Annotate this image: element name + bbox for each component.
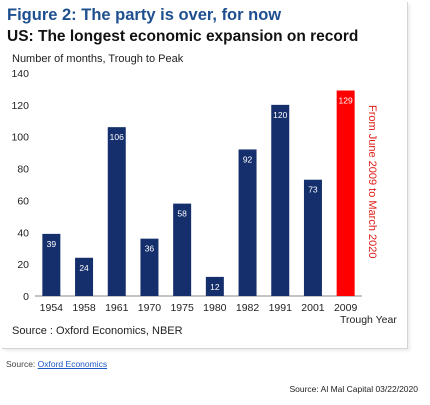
x-tick-label: 1970 <box>138 302 162 314</box>
bar-1980 <box>205 276 224 296</box>
bar-1954 <box>42 233 61 296</box>
x-axis-title: Trough Year <box>340 314 397 326</box>
y-tick-label: 140 <box>11 68 29 80</box>
bar-1958 <box>75 257 94 296</box>
bar-value-label: 120 <box>273 110 287 120</box>
y-axis-label: Number of months, Trough to Peak <box>12 53 184 65</box>
bar-1970 <box>140 238 159 296</box>
x-tick-label: 1980 <box>203 302 227 314</box>
bar-1991 <box>271 104 290 296</box>
footer-credit: Source: Al Mal Capital 03/22/2020 <box>289 384 418 394</box>
x-tick-label: 2001 <box>301 302 325 314</box>
y-tick-label: 60 <box>17 195 29 207</box>
y-tick-label: 120 <box>11 100 29 112</box>
footer-source: Source: Oxford Economics <box>6 359 107 369</box>
bar-value-label: 39 <box>47 239 57 249</box>
bar-value-label: 12 <box>210 282 220 292</box>
bar-value-label: 73 <box>308 185 318 195</box>
y-tick-label: 100 <box>11 132 29 144</box>
oxford-economics-link[interactable]: Oxford Economics <box>37 359 108 369</box>
bar-value-label: 36 <box>145 244 155 254</box>
y-tick-label: 0 <box>23 291 29 303</box>
bar-value-label: 24 <box>79 263 89 273</box>
bar-1961 <box>107 127 126 297</box>
bar-value-label: 58 <box>177 209 187 219</box>
x-tick-label: 1954 <box>40 302 64 314</box>
bar-value-label: 106 <box>110 132 124 142</box>
x-tick-label: 1958 <box>72 302 96 314</box>
bar-value-label: 129 <box>339 96 353 106</box>
x-tick-label: 1991 <box>269 302 293 314</box>
x-tick-label: 1982 <box>236 302 260 314</box>
bar-value-label: 92 <box>243 154 253 164</box>
x-axis: 1954 1958 1961 1970 1975 1980 1982 1991 2001 2009 <box>35 295 362 314</box>
bars: 39 24 106 36 58 12 92 120 73 129 <box>42 90 355 297</box>
footer-source-prefix: Source: <box>6 359 38 369</box>
bar-2009 <box>336 90 355 297</box>
y-tick-label: 40 <box>17 227 29 239</box>
bar-2001 <box>303 179 322 296</box>
bar-1982 <box>238 149 257 296</box>
figure-title: Figure 2: The party is over, for now <box>7 6 282 24</box>
y-axis: 0 20 40 60 80 100 120 140 <box>11 68 29 303</box>
chart-source: Source : Oxford Economics, NBER <box>12 325 183 337</box>
x-tick-label: 1975 <box>170 302 194 314</box>
x-tick-label: 1961 <box>105 302 129 314</box>
y-tick-label: 20 <box>17 259 29 271</box>
chart-title: US: The longest economic expansion on re… <box>7 28 359 45</box>
annotation-text: From June 2009 to March 2020 <box>366 105 378 258</box>
y-tick-label: 80 <box>17 164 29 176</box>
bar-1975 <box>173 203 192 296</box>
x-tick-label: 2009 <box>334 302 358 314</box>
